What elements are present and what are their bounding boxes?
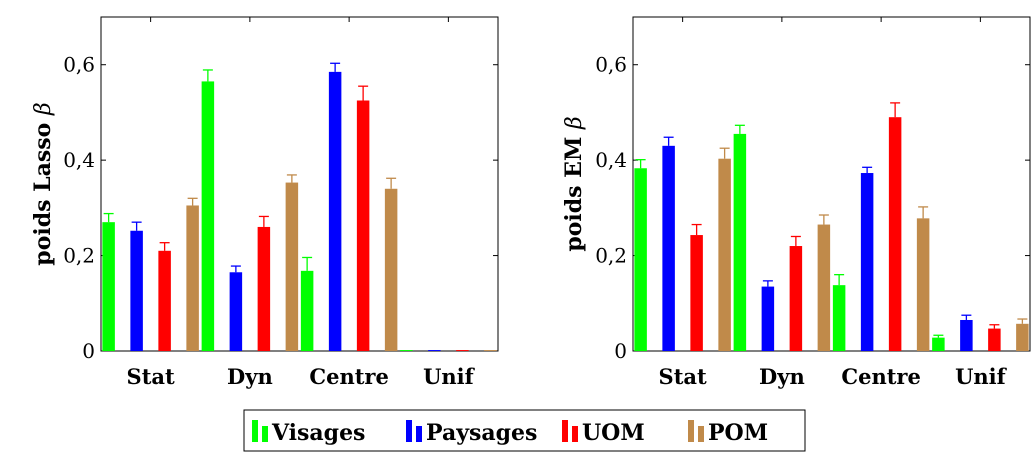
y-axis-label-symbol: β [562, 116, 587, 130]
bar [690, 235, 703, 351]
x-tick-label: Centre [841, 364, 920, 389]
y-tick-label: 0,4 [595, 148, 627, 172]
legend-swatch [416, 426, 422, 442]
plot-lasso: 0 0,2 0,4 0,6 poids Lasso β Stat Dyn Centre Unif [30, 16, 499, 389]
y-tick-label: 0,6 [595, 53, 627, 77]
bar [102, 222, 115, 351]
bar [817, 224, 831, 351]
bar [718, 158, 731, 351]
bar [988, 328, 1001, 351]
bar [832, 285, 846, 351]
legend-box [243, 409, 806, 452]
bar [960, 319, 973, 351]
bar [356, 100, 370, 351]
bar [733, 133, 747, 351]
legend-entry: UOM [562, 420, 645, 446]
bar [634, 168, 647, 351]
y-tick-label: 0,6 [63, 53, 95, 77]
y-axis-label: poids Lasso β [30, 102, 56, 265]
bar [300, 270, 314, 351]
legend-swatch [406, 420, 412, 442]
bar [229, 272, 243, 351]
y-axis-label-text: poids Lasso [30, 115, 56, 266]
bar [428, 350, 441, 351]
legend-swatch [572, 426, 578, 442]
x-tick-label: Centre [309, 364, 388, 389]
bar [484, 350, 497, 351]
y-tick-label: 0,2 [63, 244, 95, 268]
bar [130, 230, 143, 351]
x-tick-label: Dyn [227, 364, 273, 389]
bar [761, 286, 775, 351]
legend-label: Paysages [426, 420, 537, 446]
legend-entry: POM [688, 420, 768, 446]
bar [384, 188, 398, 351]
bar [916, 218, 930, 351]
bar [1016, 323, 1029, 351]
legend-label: UOM [582, 420, 645, 446]
plot-frame [100, 16, 499, 352]
legend-swatch [262, 426, 268, 442]
bar [158, 250, 171, 351]
bar [201, 81, 215, 352]
bar [186, 205, 199, 351]
bar [456, 350, 469, 351]
legend-entry: Paysages [406, 420, 537, 446]
bar [789, 246, 803, 351]
x-tick-label: Unif [955, 364, 1008, 389]
bar [888, 117, 902, 351]
x-tick-label: Stat [127, 364, 175, 389]
bar [328, 71, 342, 351]
y-axis-label: poids EM β [561, 116, 587, 251]
legend-swatch [688, 420, 694, 442]
y-tick-label: 0,2 [595, 244, 627, 268]
legend-swatch [698, 426, 704, 442]
legend-label: Visages [271, 420, 365, 446]
y-tick-label: 0 [82, 339, 95, 363]
bar [285, 182, 299, 351]
x-tick-label: Dyn [759, 364, 805, 389]
legend-entry: Visages [252, 420, 365, 446]
y-axis-label-text: poids EM [561, 129, 587, 252]
legend: Visages Paysages UOM POM [243, 409, 806, 452]
plot-em: 0 0,2 0,4 0,6 poids EM β Stat Dyn Centre Unif [561, 16, 1031, 389]
legend-swatch [562, 420, 568, 442]
bar [860, 173, 874, 351]
y-tick-label: 0 [614, 339, 627, 363]
bar [662, 145, 675, 351]
bar [932, 337, 945, 351]
legend-swatch [252, 420, 258, 442]
x-tick-label: Unif [423, 364, 476, 389]
bar [400, 350, 413, 351]
legend-label: POM [708, 420, 768, 446]
y-axis-label-symbol: β [31, 102, 56, 116]
plot-frame [632, 16, 1031, 352]
x-tick-label: Stat [659, 364, 707, 389]
bar [257, 226, 271, 351]
y-tick-label: 0,4 [63, 148, 95, 172]
